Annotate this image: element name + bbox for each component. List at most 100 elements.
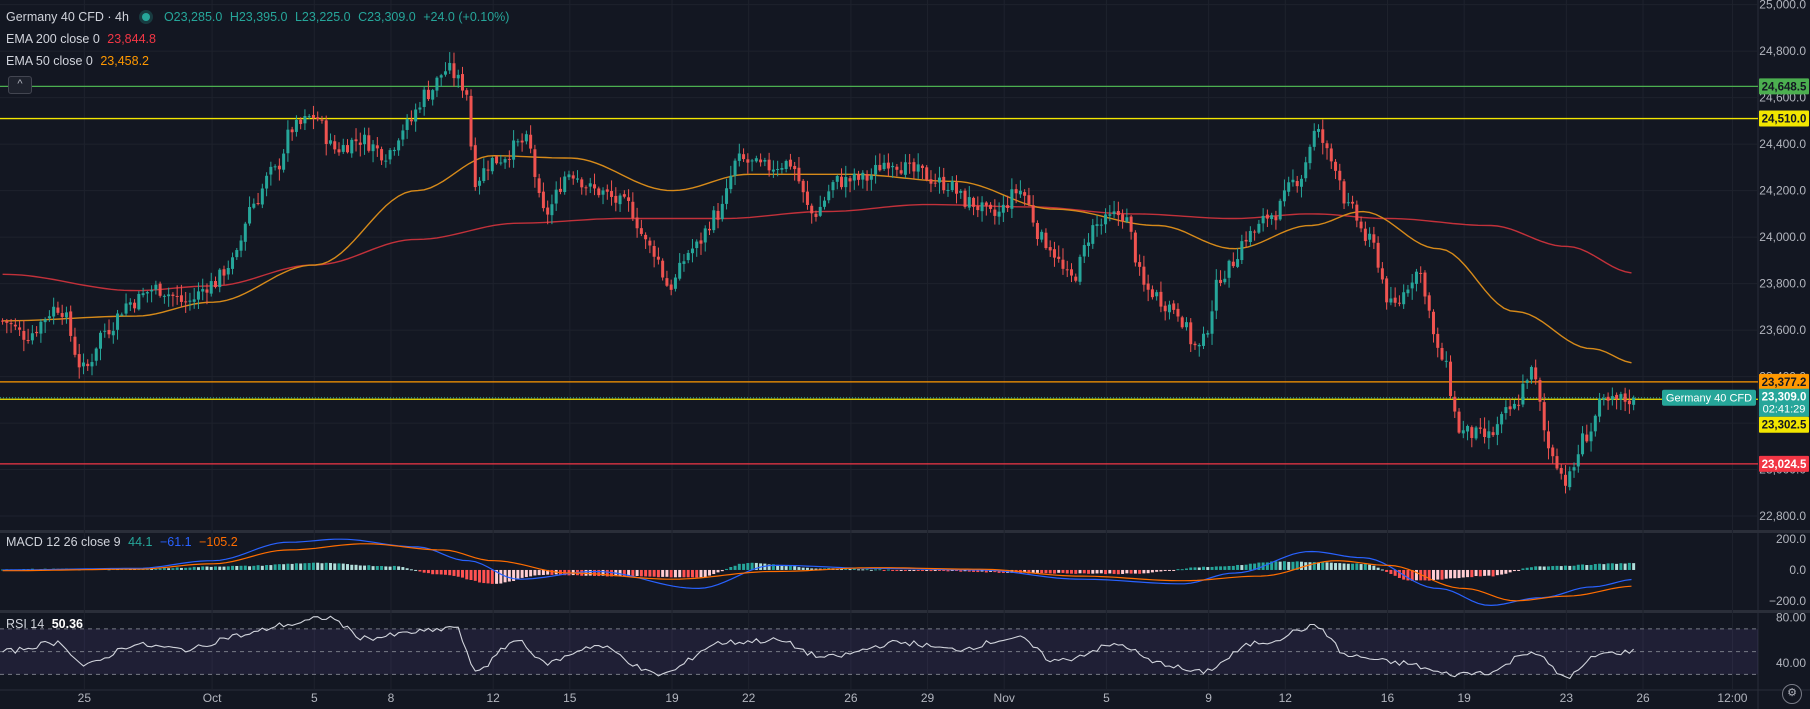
macd-histogram-bar: [1632, 563, 1636, 570]
ema200-legend[interactable]: EMA 200 close 0 23,844.8: [6, 32, 156, 46]
macd-histogram-bar: [886, 569, 890, 571]
level-tag: 24,510.0: [1759, 110, 1809, 127]
candle-body: [460, 74, 464, 91]
candle: [414, 103, 418, 132]
macd-histogram-bar: [218, 566, 222, 570]
macd-histogram-bar: [337, 563, 341, 570]
macd-histogram-bar: [162, 568, 166, 570]
candle-body: [771, 169, 775, 172]
candle: [1623, 387, 1627, 412]
candle: [1231, 252, 1235, 268]
level-tag: 23,302.5: [1759, 416, 1809, 433]
candle-body: [1159, 291, 1163, 307]
macd-legend[interactable]: MACD 12 26 close 9 44.1 −61.1 −105.2: [6, 535, 238, 549]
macd-histogram-bar: [852, 568, 856, 570]
candle: [341, 138, 345, 155]
macd-pane: [1, 538, 1636, 607]
candle: [644, 232, 648, 249]
candle-body: [622, 194, 626, 197]
candle-body: [989, 204, 993, 209]
candle: [920, 164, 924, 179]
symbol-title[interactable]: Germany 40 CFD · 4h: [6, 10, 129, 24]
macd-histogram-bar: [473, 569, 477, 581]
candle-body: [1363, 228, 1367, 241]
candle-body: [1206, 333, 1210, 335]
candle: [1406, 284, 1410, 297]
chevron-up-icon[interactable]: ^: [8, 76, 32, 94]
candle-body: [844, 176, 848, 188]
candle: [1589, 422, 1593, 452]
candle: [367, 127, 371, 153]
macd-histogram-bar: [648, 569, 652, 577]
candle: [294, 115, 298, 137]
macd-histogram-bar: [214, 566, 217, 570]
candle-body: [316, 117, 320, 120]
macd-histogram-bar: [861, 569, 865, 571]
rsi-value: 50.36: [51, 617, 83, 631]
candle-body: [1048, 247, 1052, 251]
macd-histogram-bar: [1593, 564, 1597, 570]
candle: [1555, 448, 1559, 471]
candle-body: [763, 160, 767, 162]
candle-body: [1202, 333, 1206, 346]
candle-body: [1210, 311, 1214, 334]
level-tag-text: 23,302.5: [1762, 420, 1807, 432]
candle-body: [30, 333, 34, 341]
macd-histogram-bar: [929, 569, 933, 572]
candle-body: [90, 362, 94, 367]
macd-histogram-bar: [878, 569, 882, 571]
rsi-y-tick-label: 80.00: [1776, 611, 1806, 625]
candle: [1193, 341, 1197, 350]
macd-histogram-bar: [1184, 568, 1188, 570]
x-tick-label: 26: [1636, 691, 1650, 705]
macd-histogram-bar: [286, 563, 290, 570]
candle: [588, 177, 592, 194]
candle-body: [886, 162, 890, 169]
candle: [1436, 327, 1440, 358]
candle: [137, 291, 141, 311]
candle-body: [1512, 403, 1516, 409]
candle-body: [1091, 225, 1095, 244]
candle-body: [277, 165, 281, 170]
candle: [912, 158, 916, 179]
candle: [1167, 300, 1171, 320]
macd-histogram-bar: [1065, 569, 1069, 574]
candle-body: [601, 190, 605, 195]
macd-histogram-bar: [1274, 561, 1278, 570]
candle-body: [1419, 272, 1423, 274]
candle-body: [1581, 433, 1585, 455]
y-tick-label: 25,000.0: [1759, 0, 1806, 12]
rsi-legend[interactable]: RSI 14 50.36: [6, 617, 83, 631]
macd-histogram-bar: [605, 569, 609, 577]
horizontal-levels[interactable]: [0, 85, 1758, 465]
candle: [1104, 208, 1108, 233]
candle-body: [1534, 367, 1538, 380]
candle-body: [546, 207, 550, 215]
candle-body: [805, 191, 809, 205]
macd-line-value: −61.1: [159, 535, 192, 549]
macd-histogram-bar: [1142, 569, 1146, 574]
candle-body: [1470, 427, 1474, 438]
candle: [73, 327, 77, 358]
candle-body: [822, 200, 826, 207]
macd-histogram-bar: [1351, 563, 1355, 570]
macd-histogram-bar: [512, 569, 516, 582]
macd-histogram-bar: [959, 569, 963, 572]
candle: [661, 258, 665, 281]
candle-body: [942, 176, 946, 191]
macd-histogram-bar: [925, 569, 929, 571]
candle: [1065, 260, 1069, 278]
candle-body: [1606, 396, 1610, 401]
candle-body: [1346, 202, 1350, 204]
candle: [1389, 286, 1393, 306]
gear-icon[interactable]: ⚙: [1782, 684, 1802, 704]
candle-body: [9, 323, 13, 325]
macd-histogram-bar: [205, 566, 209, 570]
macd-histogram-bar: [154, 568, 158, 570]
ema50-legend[interactable]: EMA 50 close 0 23,458.2: [6, 54, 149, 68]
candle-body: [788, 159, 792, 167]
candle-body: [1295, 181, 1299, 187]
candle: [1240, 234, 1244, 265]
current-price-value: 23,309.0: [1762, 392, 1807, 404]
